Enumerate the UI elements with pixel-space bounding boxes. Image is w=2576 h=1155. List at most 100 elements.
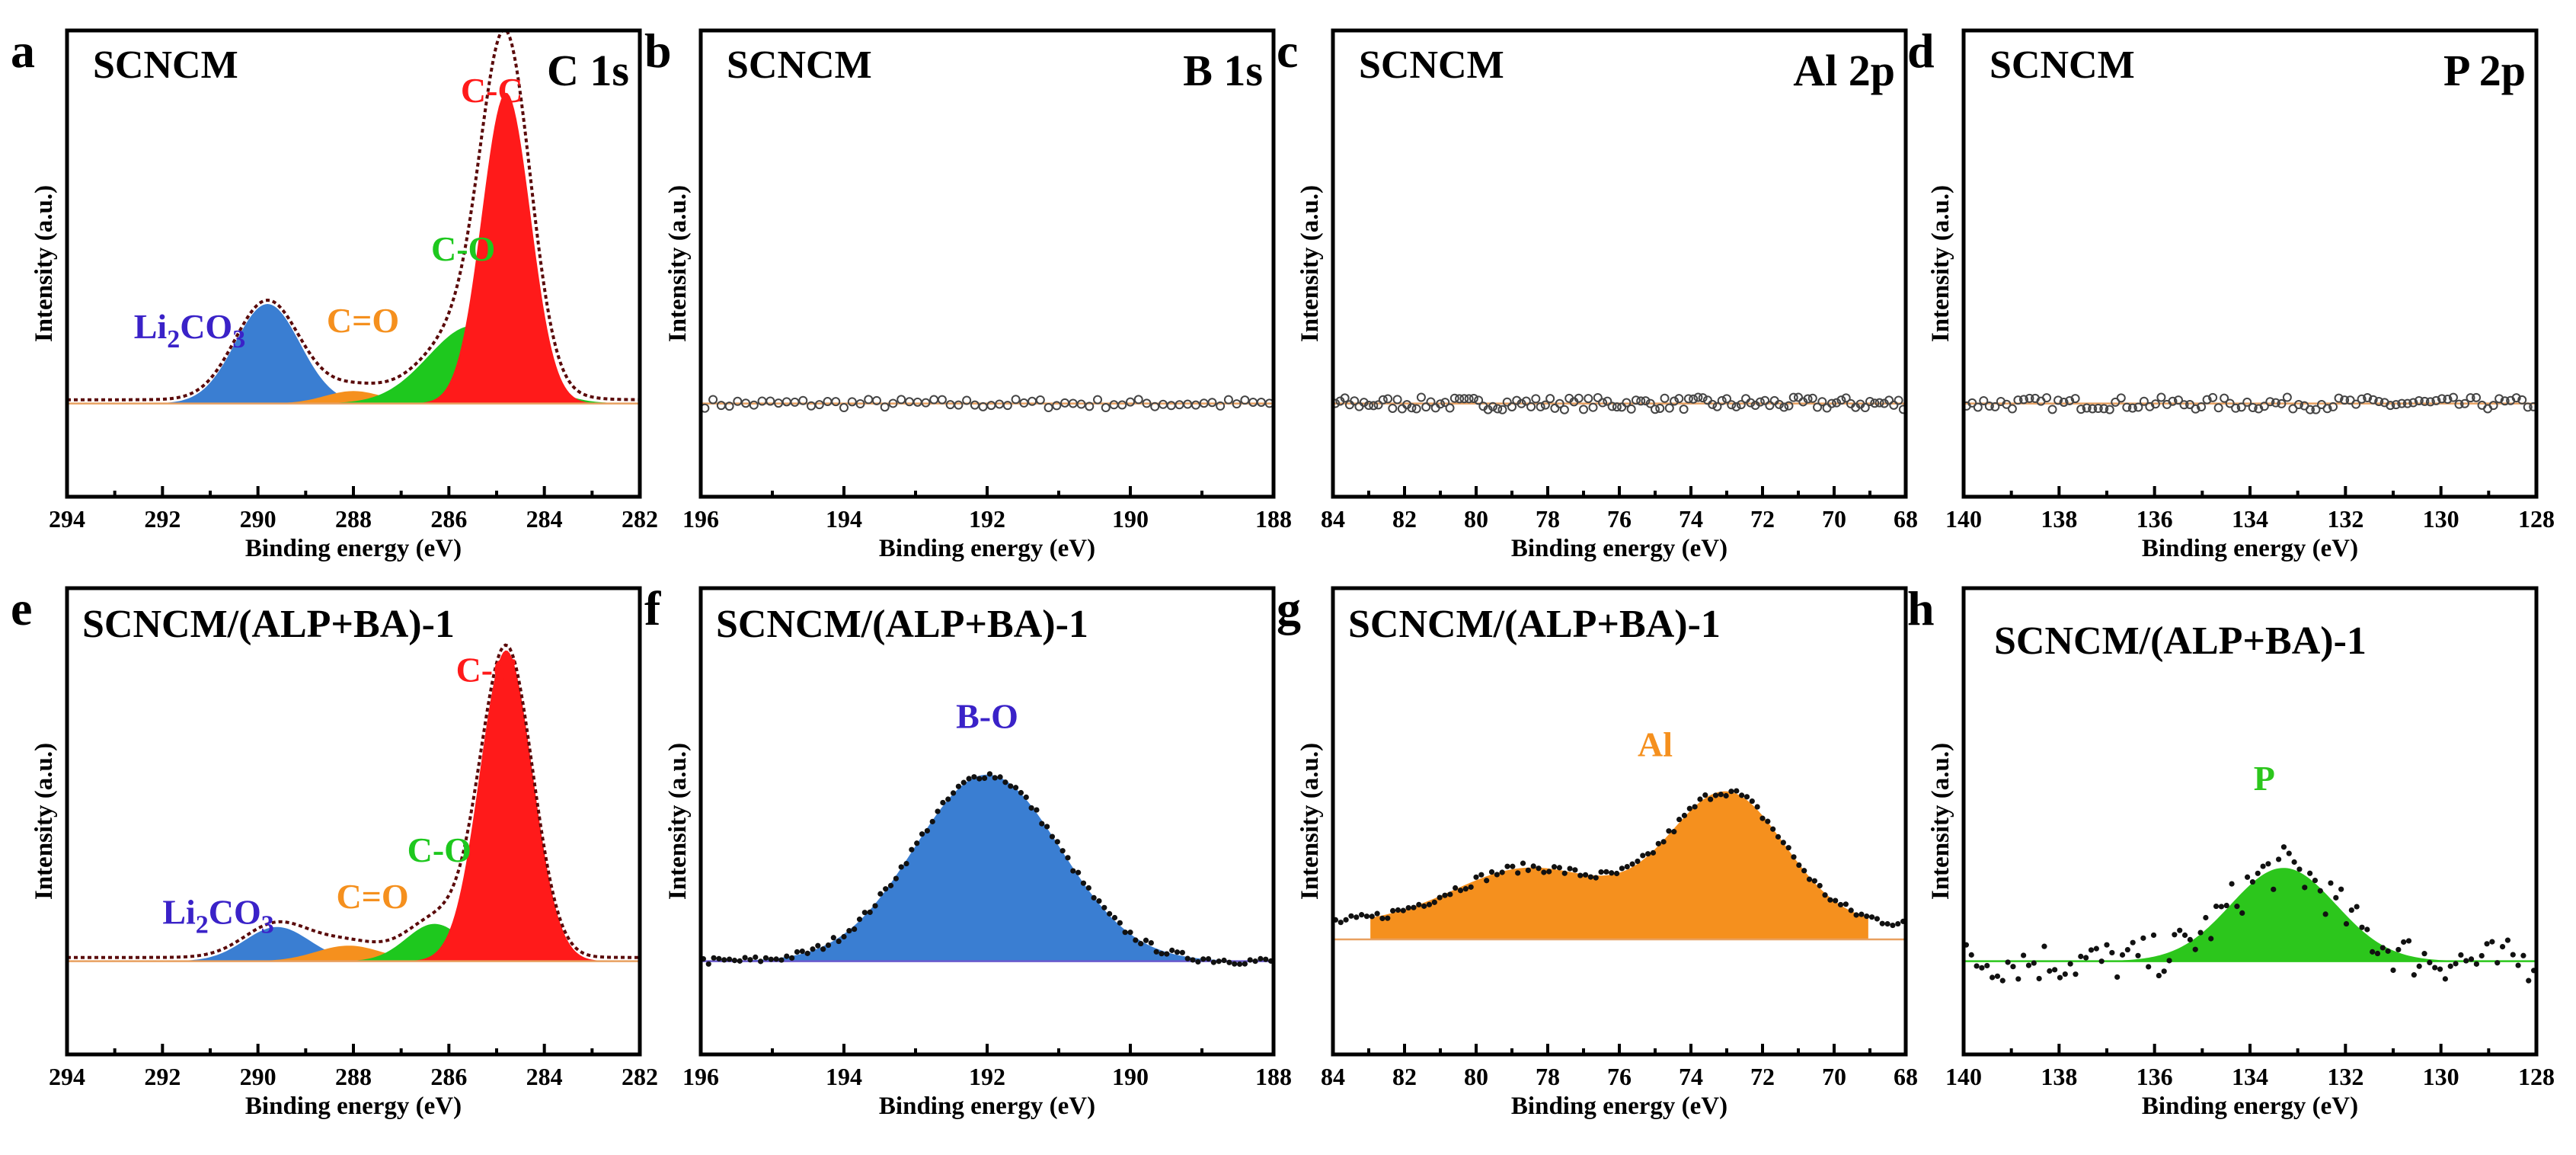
data-point xyxy=(1002,401,1012,411)
data-point xyxy=(1999,977,2006,984)
peak-fill-c-c xyxy=(67,650,640,961)
data-point xyxy=(733,396,743,406)
data-point xyxy=(2529,402,2536,411)
data-point xyxy=(1749,798,1755,805)
data-point xyxy=(2322,404,2332,414)
panel-letter: f xyxy=(644,581,661,635)
x-tick-label: 80 xyxy=(1464,505,1488,533)
x-tick-label: 78 xyxy=(1536,1063,1560,1090)
data-point xyxy=(1226,959,1232,965)
data-point xyxy=(2340,395,2350,405)
data-point xyxy=(820,946,826,952)
x-tick-label: 188 xyxy=(1255,505,1292,533)
data-point xyxy=(1755,397,1765,407)
data-point xyxy=(1143,937,1149,943)
data-point xyxy=(1674,394,1684,404)
x-tick-label: 80 xyxy=(1464,1063,1488,1090)
data-point xyxy=(1806,876,1813,882)
data-point xyxy=(2185,399,2195,409)
data-point xyxy=(1263,956,1269,962)
data-point xyxy=(1603,396,1612,406)
data-point xyxy=(2057,974,2063,981)
data-point xyxy=(1028,805,1034,811)
data-point xyxy=(2088,404,2098,414)
data-point xyxy=(1175,400,1184,410)
data-point xyxy=(2517,395,2527,405)
x-tick-label: 192 xyxy=(969,1063,1005,1090)
data-point xyxy=(1210,959,1216,965)
data-point xyxy=(1536,865,1542,872)
x-tick-label: 290 xyxy=(240,505,276,533)
data-point xyxy=(1179,949,1185,955)
data-point xyxy=(1075,869,1082,875)
data-point xyxy=(2472,392,2482,402)
data-point xyxy=(986,771,993,777)
data-point xyxy=(836,938,842,945)
data-point xyxy=(1593,875,1599,881)
data-point xyxy=(1205,955,1212,962)
data-point xyxy=(1546,869,1552,875)
data-point xyxy=(1551,864,1558,870)
data-point xyxy=(2364,926,2370,933)
data-point xyxy=(1164,951,1170,957)
data-point xyxy=(2078,953,2084,959)
data-point xyxy=(929,818,935,824)
x-tick-label: 82 xyxy=(1392,1063,1417,1090)
data-point xyxy=(1437,894,1443,901)
data-point xyxy=(1388,403,1398,413)
data-point xyxy=(1455,394,1465,404)
data-point xyxy=(2402,398,2412,408)
data-point xyxy=(2172,932,2178,938)
data-point xyxy=(2105,405,2114,414)
data-point xyxy=(1256,397,1266,407)
x-tick-label: 74 xyxy=(1679,1063,1703,1090)
x-tick-label: 70 xyxy=(1822,1063,1846,1090)
data-point xyxy=(1521,396,1531,406)
data-point xyxy=(852,926,858,933)
data-point xyxy=(1473,874,1479,880)
data-point xyxy=(1085,402,1095,411)
data-point xyxy=(1559,405,1569,414)
data-point xyxy=(1717,395,1727,405)
data-point xyxy=(887,882,894,888)
data-point xyxy=(2288,404,2298,414)
data-point xyxy=(1411,904,1417,910)
plot-frame xyxy=(698,28,1276,499)
data-point xyxy=(1400,907,1406,913)
data-point xyxy=(2018,395,2028,405)
data-point xyxy=(2357,394,2367,404)
data-point xyxy=(1994,973,2001,979)
data-point xyxy=(1681,812,1688,818)
data-point xyxy=(1383,394,1393,404)
peak-label-li2co3: Li2CO3 xyxy=(134,307,245,354)
data-point xyxy=(2379,945,2386,951)
data-point xyxy=(1858,911,1865,917)
data-point xyxy=(861,910,868,916)
data-point xyxy=(1898,405,1906,414)
data-point xyxy=(1169,947,1175,953)
data-point xyxy=(1159,951,1165,957)
data-point xyxy=(762,955,769,961)
data-point xyxy=(1150,402,1160,411)
y-axis-label: Intensity (a.u.) xyxy=(1927,185,1954,342)
data-point xyxy=(2458,952,2464,958)
data-point xyxy=(1096,897,1102,904)
data-point xyxy=(1035,395,1045,405)
x-tick-label: 286 xyxy=(430,505,467,533)
data-point xyxy=(1034,807,1040,813)
data-point xyxy=(864,395,874,405)
data-point xyxy=(2523,402,2533,412)
data-point xyxy=(2359,924,2365,930)
data-point xyxy=(2191,404,2200,414)
data-point xyxy=(1049,833,1056,840)
data-point xyxy=(2466,393,2475,403)
data-point xyxy=(1464,394,1474,404)
data-point xyxy=(2202,395,2212,405)
data-point xyxy=(960,779,967,785)
x-tick-label: 130 xyxy=(2423,1063,2459,1090)
data-point xyxy=(2062,971,2068,977)
data-point xyxy=(1232,961,1238,967)
data-point xyxy=(2146,964,2152,970)
data-point xyxy=(1587,874,1593,880)
data-point xyxy=(1577,872,1584,878)
